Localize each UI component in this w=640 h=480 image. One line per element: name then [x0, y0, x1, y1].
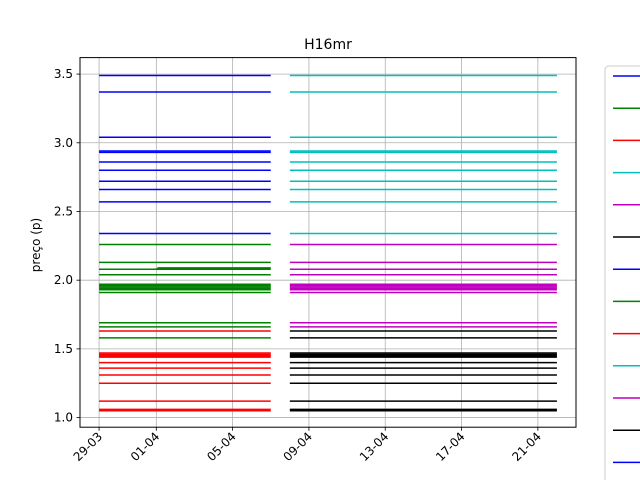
- series-4: [289, 243, 557, 328]
- y-tick-label: 1.5: [54, 342, 73, 356]
- x-axis: 29-03 01-04 05-04 09-04 13-04 17-04 21-04: [71, 427, 544, 464]
- legend-box: [604, 65, 640, 480]
- legend: [604, 65, 640, 480]
- series-1: [99, 243, 271, 339]
- y-tick-label: 2.0: [54, 273, 73, 287]
- plot-frame: [79, 57, 577, 428]
- x-tick-label: 13-04: [357, 429, 392, 464]
- series-group: [99, 74, 557, 412]
- chart-title: H16mr: [304, 37, 352, 53]
- y-tick-label: 3.5: [54, 67, 73, 81]
- x-tick-label: 29-03: [71, 429, 106, 464]
- y-axis-label: preço (p): [29, 218, 43, 272]
- x-tick-label: 09-04: [280, 429, 315, 464]
- series-5: [289, 330, 557, 412]
- grid: [80, 57, 576, 428]
- x-tick-label: 01-04: [128, 429, 163, 464]
- x-tick-label: 21-04: [509, 429, 544, 464]
- y-tick-label: 2.5: [54, 204, 73, 218]
- x-tick-label: 17-04: [433, 429, 468, 464]
- y-tick-label: 1.0: [54, 411, 73, 425]
- series-0: [99, 74, 271, 235]
- step-line: [99, 267, 271, 270]
- y-axis: 1.0 1.5 2.0 2.5 3.0 3.5: [54, 67, 80, 425]
- series-3: [289, 74, 557, 235]
- series-2: [99, 330, 271, 412]
- x-tick-label: 05-04: [204, 429, 239, 464]
- y-tick-label: 3.0: [54, 136, 73, 150]
